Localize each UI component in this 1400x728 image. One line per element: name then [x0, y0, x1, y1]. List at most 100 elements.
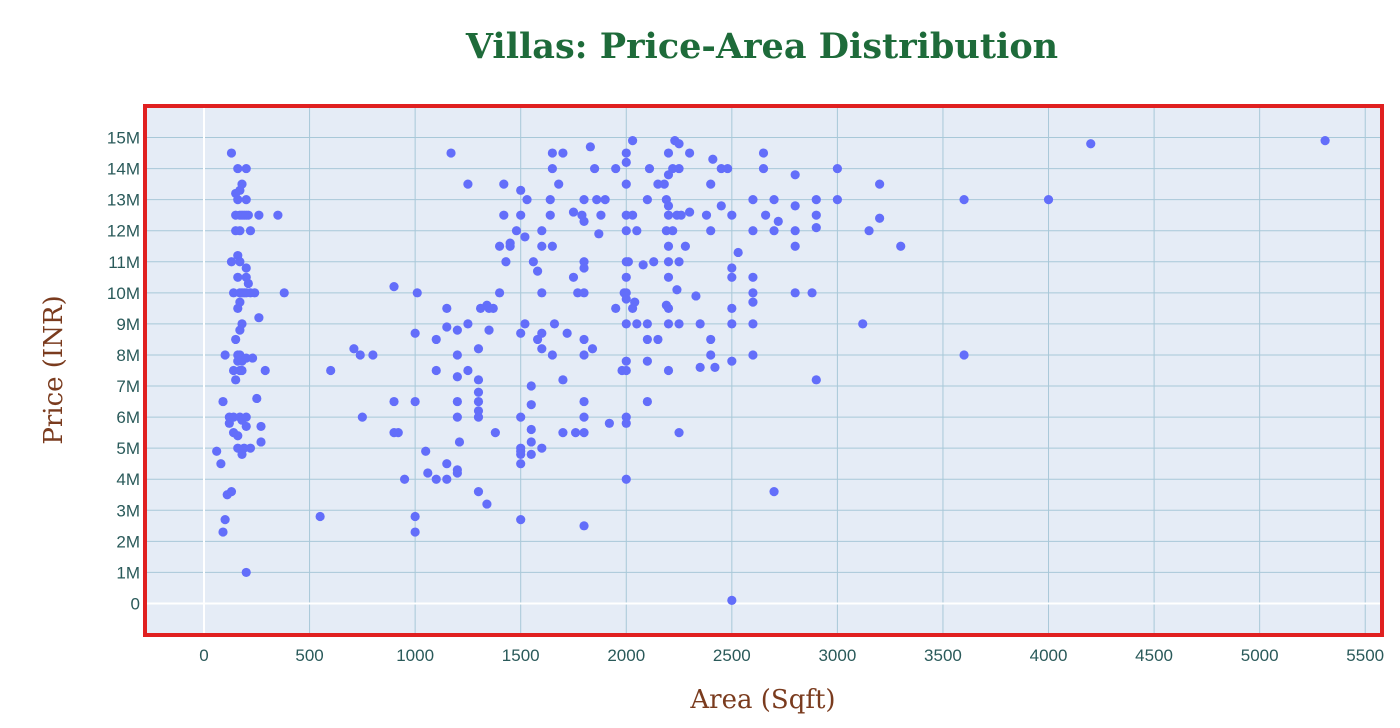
data-point [811, 375, 821, 385]
data-point [727, 319, 737, 329]
data-point [748, 195, 758, 205]
data-point [410, 527, 420, 537]
data-point [663, 319, 674, 329]
y-tick-label: 7M [116, 377, 140, 396]
data-point [393, 428, 403, 438]
data-point [516, 328, 526, 338]
data-point [733, 247, 743, 258]
data-point [642, 319, 652, 329]
data-point [727, 595, 737, 605]
data-point [663, 241, 674, 251]
data-point [482, 499, 492, 509]
data-point [672, 285, 682, 295]
data-point [243, 210, 253, 220]
data-point [832, 195, 842, 205]
data-point [220, 515, 230, 525]
data-point [579, 195, 589, 205]
data-point [1043, 195, 1054, 205]
y-tick-label: 8M [116, 346, 140, 365]
data-point [587, 344, 598, 354]
data-point [663, 201, 674, 211]
data-point [537, 226, 547, 236]
data-point [691, 291, 701, 301]
x-tick-label: 2000 [607, 646, 645, 665]
data-point [558, 375, 568, 385]
data-point [220, 350, 230, 360]
data-point [245, 443, 256, 453]
data-point [452, 465, 462, 475]
data-point [235, 257, 245, 267]
data-point [659, 179, 669, 189]
data-point [674, 163, 684, 174]
data-point [716, 163, 726, 174]
data-point [663, 303, 674, 313]
data-point [579, 334, 589, 345]
data-point [663, 272, 674, 282]
x-axis-label: Area (Sqft) [689, 685, 835, 715]
data-point [621, 365, 631, 376]
data-point [526, 437, 536, 447]
data-point [790, 226, 800, 236]
data-point [701, 210, 712, 220]
data-point [452, 325, 462, 335]
data-point [212, 446, 222, 456]
data-point [473, 387, 484, 397]
data-point [216, 459, 226, 469]
data-point [727, 272, 737, 282]
data-point [568, 272, 579, 282]
y-tick-label: 2M [116, 532, 140, 551]
data-point [623, 257, 633, 267]
data-point [573, 288, 583, 298]
data-point [241, 421, 251, 432]
data-point [875, 179, 885, 189]
data-point [811, 223, 821, 233]
data-point [256, 421, 266, 432]
data-point [695, 362, 705, 372]
data-point [368, 350, 378, 360]
data-point [723, 163, 733, 174]
data-point [685, 207, 695, 217]
data-point [412, 288, 422, 298]
data-point [250, 288, 260, 298]
data-point [596, 210, 606, 220]
y-tick-label: 5M [116, 439, 140, 458]
data-point [516, 515, 526, 525]
data-point [790, 241, 800, 251]
data-point [649, 257, 659, 267]
data-point [858, 319, 868, 329]
data-point [233, 272, 243, 282]
data-point [627, 210, 638, 220]
data-point [423, 468, 433, 478]
data-point [748, 297, 758, 307]
data-point [611, 303, 621, 313]
data-point [431, 474, 441, 484]
data-point [545, 210, 555, 220]
data-point [522, 195, 532, 205]
data-point [621, 148, 631, 158]
data-point [621, 356, 631, 366]
data-point [748, 288, 758, 298]
data-point [748, 226, 758, 236]
data-point [532, 266, 543, 276]
data-point [807, 288, 817, 298]
data-point [357, 412, 367, 422]
data-point [490, 428, 500, 438]
data-point [547, 163, 557, 174]
data-point [241, 163, 251, 174]
data-point [218, 527, 228, 537]
data-point [959, 350, 969, 360]
plot-frame [143, 104, 1384, 637]
data-point [537, 288, 547, 298]
data-point [505, 238, 515, 248]
data-point [554, 179, 564, 189]
data-point [484, 325, 494, 335]
data-point [642, 356, 652, 366]
data-point [708, 154, 718, 164]
data-point [638, 260, 648, 270]
data-point [579, 396, 589, 407]
data-point [773, 216, 783, 226]
x-tick-label: 5000 [1241, 646, 1279, 665]
data-point [685, 148, 695, 158]
data-point [748, 319, 758, 329]
data-point [621, 210, 631, 220]
